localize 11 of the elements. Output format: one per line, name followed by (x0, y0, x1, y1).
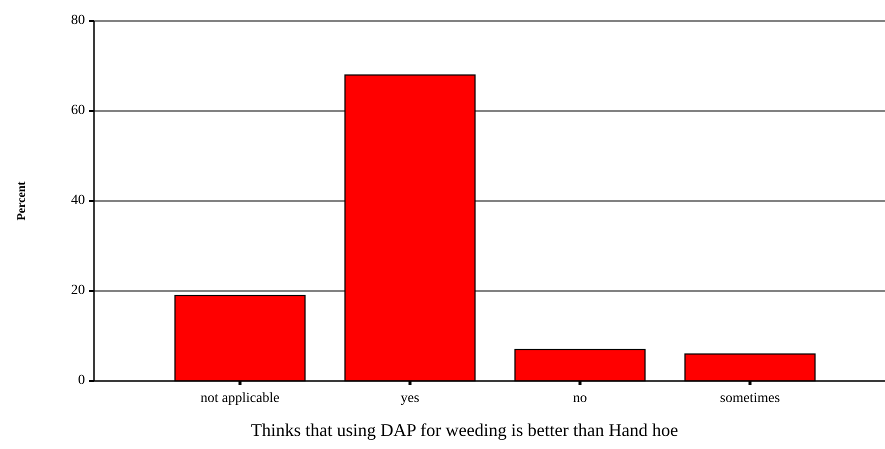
y-tick-label: 0 (78, 373, 85, 388)
x-tick-label: not applicable (200, 391, 280, 406)
x-tick-label: sometimes (720, 391, 780, 406)
y-tick-label: 40 (71, 193, 85, 208)
y-tick-label: 60 (71, 103, 85, 118)
x-tick-label: no (573, 391, 587, 406)
x-tick-label: yes (400, 391, 420, 406)
x-axis-title: Thinks that using DAP for weeding is better than Hand hoe (250, 420, 678, 440)
y-tick-label: 80 (71, 13, 85, 28)
y-tick-label: 20 (71, 283, 85, 298)
y-axis-title: Percent (14, 181, 28, 221)
